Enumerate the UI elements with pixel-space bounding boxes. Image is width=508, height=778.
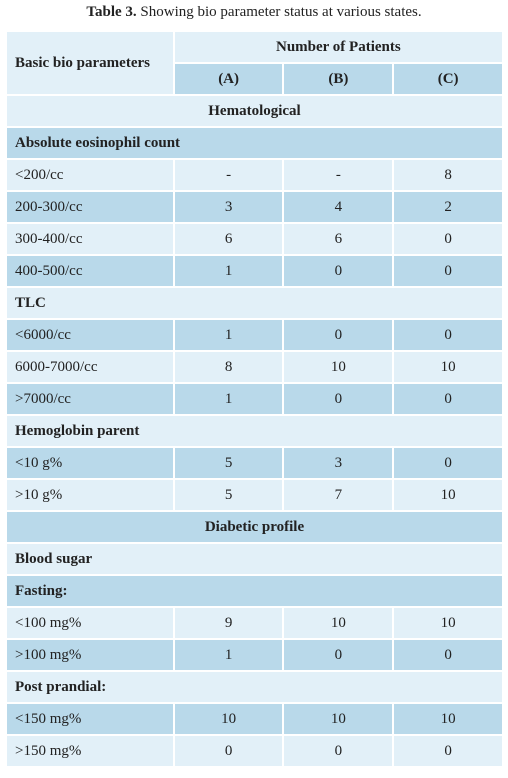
table-cell: 0 xyxy=(392,222,504,256)
table-cell: - xyxy=(282,158,395,192)
table-cell: 5 xyxy=(172,446,285,480)
table-cell: 6000-7000/cc xyxy=(5,350,175,384)
table-cell: 0 xyxy=(392,734,504,768)
table-cell: <10 g% xyxy=(5,446,175,480)
table-cell: 1 xyxy=(172,382,285,416)
table-cell: >10 g% xyxy=(5,478,175,512)
table-cell: 1 xyxy=(172,254,285,288)
caption: Table 3. Showing bio parameter status at… xyxy=(0,0,508,26)
table-cell: Post prandial: xyxy=(5,670,504,704)
table-cell: 0 xyxy=(392,638,504,672)
table-cell: <150 mg% xyxy=(5,702,175,736)
table-row: Hematological xyxy=(5,94,504,128)
table-cell: <200/cc xyxy=(5,158,175,192)
table-cell: <6000/cc xyxy=(5,318,175,352)
table-cell: 5 xyxy=(172,478,285,512)
table-row: Fasting: xyxy=(5,574,504,608)
table-cell: 0 xyxy=(282,734,395,768)
table-row: Hemoglobin parent xyxy=(5,414,504,448)
table-row: >7000/cc 1 0 0 xyxy=(5,382,504,416)
table-cell: 10 xyxy=(172,702,285,736)
table-cell: (B) xyxy=(282,62,395,96)
table-cell: 400-500/cc xyxy=(5,254,175,288)
table-cell: 0 xyxy=(282,318,395,352)
table-row: 300-400/cc 6 6 0 xyxy=(5,222,504,256)
table-row: >10 g% 5 7 10 xyxy=(5,478,504,512)
table-cell: 300-400/cc xyxy=(5,222,175,256)
table-cell: 7 xyxy=(282,478,395,512)
table-cell: 9 xyxy=(172,606,285,640)
table-cell: 10 xyxy=(392,702,504,736)
table-cell: Number of Patients xyxy=(172,30,505,64)
table-cell: 1 xyxy=(172,638,285,672)
table-row: <200/cc - -8 xyxy=(5,158,504,192)
table-cell: 1 xyxy=(172,318,285,352)
table-cell: (A) xyxy=(172,62,285,96)
caption-text: Showing bio parameter status at various … xyxy=(140,4,422,20)
table-row: <10 g% 5 3 0 xyxy=(5,446,504,480)
table-row: Basic bio parameters Number of Patients xyxy=(5,30,505,96)
table-row: <150 mg% 10 10 10 xyxy=(5,702,504,736)
table-row: 6000-7000/cc 8 10 10 xyxy=(5,350,504,384)
table-cell: 0 xyxy=(392,318,504,352)
table-cell: TLC xyxy=(5,286,504,320)
table-cell: <100 mg% xyxy=(5,606,175,640)
table-cell: Blood sugar xyxy=(5,542,504,576)
table-row: Diabetic profile xyxy=(5,510,504,544)
table-cell: 10 xyxy=(392,478,504,512)
table-cell: 10 xyxy=(282,606,395,640)
table-cell: Absolute eosinophil count xyxy=(5,126,504,160)
table-cell: 8 xyxy=(172,350,285,384)
table-cell: 3 xyxy=(172,190,285,224)
table-cell: 200-300/cc xyxy=(5,190,175,224)
table-row: <6000/cc 1 0 0 xyxy=(5,318,504,352)
table-row: >100 mg% 1 0 0 xyxy=(5,638,504,672)
table-row: TLC xyxy=(5,286,504,320)
table-cell: >100 mg% xyxy=(5,638,175,672)
table-row: 200-300/cc 3 4 2 xyxy=(5,190,504,224)
table-cell: 6 xyxy=(172,222,285,256)
table: Basic bio parameters Number of Patients (A… xyxy=(5,30,505,768)
table-cell: 0 xyxy=(392,254,504,288)
table-cell: 0 xyxy=(282,254,395,288)
table-cell: Diabetic profile xyxy=(5,510,504,544)
table-cell: 0 xyxy=(392,446,504,480)
table-cell: (C) xyxy=(392,62,504,96)
table-cell: 10 xyxy=(282,350,395,384)
table-cell: >7000/cc xyxy=(5,382,175,416)
table-cell: 2 xyxy=(392,190,504,224)
caption-label: Table 3. xyxy=(86,4,137,20)
table-cell: 3 xyxy=(282,446,395,480)
table-row: Absolute eosinophil count xyxy=(5,126,504,160)
table-row: 400-500/cc 1 0 0 xyxy=(5,254,504,288)
table-cell: Hemoglobin parent xyxy=(5,414,504,448)
table-cell: 8 xyxy=(392,158,504,192)
table-cell: Fasting: xyxy=(5,574,504,608)
table-cell: 0 xyxy=(282,382,395,416)
table-row: (A) (B) (C) xyxy=(6,62,504,96)
table-cell: 0 xyxy=(392,382,504,416)
table-cell: 0 xyxy=(172,734,285,768)
table-cell: 10 xyxy=(392,350,504,384)
table-row: <100 mg% 9 10 10 xyxy=(5,606,504,640)
table-cell: Hematological xyxy=(5,94,504,128)
table-cell: - xyxy=(172,158,285,192)
table-cell: >150 mg% xyxy=(5,734,175,768)
table-row: >150 mg% 0 0 0 xyxy=(5,734,504,768)
table-row: Blood sugar xyxy=(5,542,504,576)
table-cell: 10 xyxy=(282,702,395,736)
table-row: Post prandial: xyxy=(5,670,504,704)
table-cell: 4 xyxy=(282,190,395,224)
table-cell: Basic bio parameters xyxy=(5,30,175,96)
table-cell: 6 xyxy=(282,222,395,256)
table-cell: 10 xyxy=(392,606,504,640)
table-cell: 0 xyxy=(282,638,395,672)
